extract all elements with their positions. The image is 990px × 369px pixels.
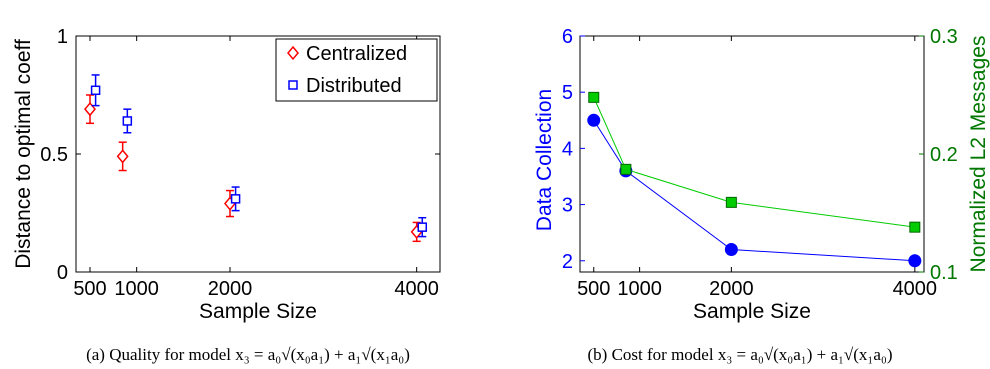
panel-b-circle-marker-2 <box>724 243 738 257</box>
panel-b-ylabel-left: Data Collection <box>533 89 556 231</box>
panel-b-ytick-left-label: 6 <box>562 26 573 48</box>
panel-b-cost-chart: 500 1000 2000 4000 2 3 4 5 6 0.1 0.2 0.3 Sample Siz… <box>533 26 990 323</box>
panel-a-point-distributed-0 <box>90 74 101 107</box>
panel-b-ytick-left-label: 3 <box>562 195 573 217</box>
legend-diamond-marker <box>287 45 299 61</box>
square-marker <box>90 85 101 96</box>
panel-b-ytick-left-label: 2 <box>562 251 573 273</box>
panel-b-circle-marker-3 <box>908 254 922 268</box>
panel-b-marks <box>587 91 922 268</box>
panel-a-legend: Centralized Distributed <box>275 38 438 102</box>
panel-b-ytick-right-label: 0.1 <box>930 262 958 284</box>
legend-square-marker <box>288 80 298 90</box>
panel-b-xlabel: Sample Size <box>693 300 811 323</box>
panel-a-xlabel: Sample Size <box>199 300 317 323</box>
panel-b-line-normalized-l2-messages <box>593 97 915 228</box>
panel-a-xtick-label: 4000 <box>394 278 439 300</box>
square-marker <box>230 194 241 204</box>
panel-a-ytick-label: 0 <box>57 262 68 284</box>
panel-a-ytick-label: 1 <box>57 26 68 48</box>
legend-label-centralized: Centralized <box>306 43 407 65</box>
panel-b-caption: (b) Cost for model x₃ = a₀√(x₀a₁) + a₁√(… <box>588 345 893 364</box>
square-marker <box>122 116 133 126</box>
panel-b-xtick-label: 2000 <box>709 278 754 300</box>
panel-b-line-data-collection <box>593 120 915 262</box>
panel-a-legend-box <box>275 38 438 102</box>
panel-a-point-distributed-3 <box>417 216 428 238</box>
panel-a-xtick-label: 1000 <box>114 278 159 300</box>
panel-b-ytick-left-label: 5 <box>562 82 573 104</box>
panel-b-circle-marker-0 <box>587 113 601 127</box>
panel-a-xtick-label: 2000 <box>208 278 253 300</box>
panel-a-ticks: 500 1000 2000 4000 0 0.5 1 <box>40 26 440 300</box>
panel-a-quality-chart: 500 1000 2000 4000 0 0.5 1 Sample Size Distanc… <box>12 26 441 323</box>
panel-a-ytick-label: 0.5 <box>40 144 68 166</box>
square-marker <box>417 222 428 232</box>
panel-a-point-centralized-0 <box>84 94 96 125</box>
panel-b-xtick-label: 1000 <box>617 278 662 300</box>
panel-b-square-marker-0 <box>588 91 600 103</box>
panel-b-square-marker-2 <box>725 196 737 208</box>
panel-b-ytick-right-label: 0.2 <box>930 144 958 166</box>
panel-b-ytick-right-label: 0.3 <box>930 26 958 48</box>
panel-a-point-distributed-2 <box>230 186 241 212</box>
legend-label-distributed: Distributed <box>306 75 402 97</box>
panel-b-square-marker-1 <box>620 163 632 175</box>
diamond-marker <box>116 149 129 164</box>
panel-b-xtick-label: 500 <box>577 278 610 300</box>
panel-b-ytick-left-label: 4 <box>562 138 573 160</box>
panel-a-caption: (a) Quality for model x₃ = a₀√(x₀a₁) + a… <box>86 345 410 364</box>
panel-a-point-centralized-1 <box>116 141 129 172</box>
legend-item-centralized: Centralized <box>287 43 407 65</box>
panel-b-xtick-label: 4000 <box>893 278 938 300</box>
panel-a-xtick-label: 500 <box>73 278 106 300</box>
panel-b-square-marker-3 <box>909 221 921 233</box>
panel-b-ylabel-right: Normalized L2 Messages <box>967 36 990 273</box>
legend-item-distributed: Distributed <box>288 75 402 97</box>
panel-a-marks <box>84 74 428 243</box>
panel-a-point-distributed-1 <box>122 108 133 134</box>
panel-a-ylabel: Distance to optimal coeff <box>12 39 35 269</box>
panel-b-plot-frame <box>579 35 925 273</box>
panel-b-ticks: 500 1000 2000 4000 2 3 4 5 6 0.1 0.2 0.3 <box>562 26 958 300</box>
